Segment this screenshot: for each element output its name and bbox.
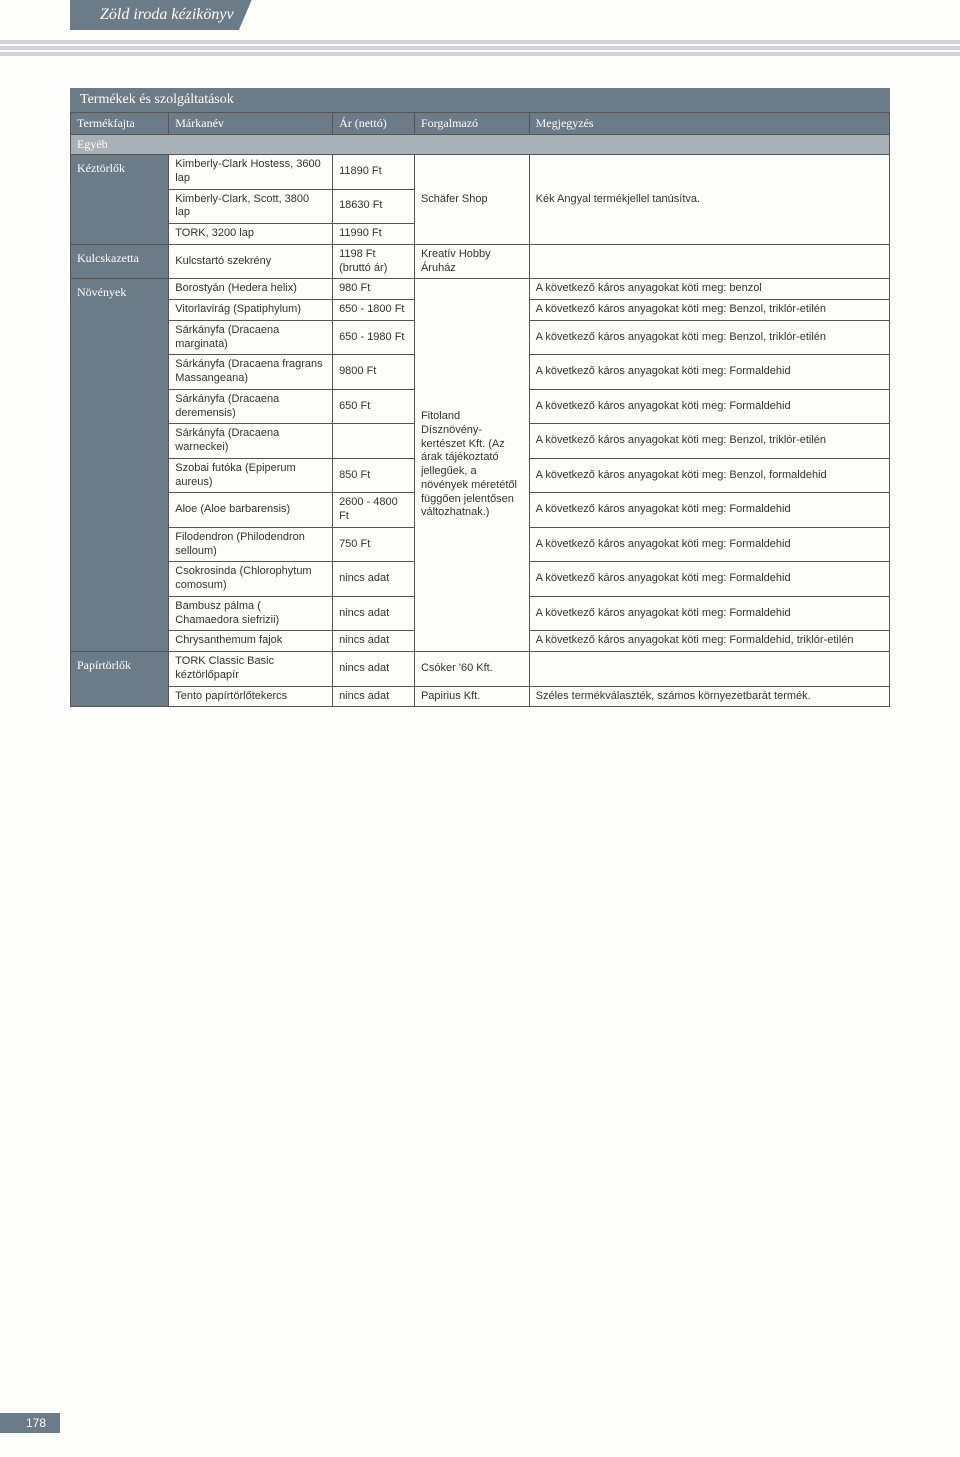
cat-kulcskazetta: Kulcskazetta: [71, 244, 169, 279]
cell-price: 850 Ft: [333, 458, 415, 493]
cell-brand: Kulcstartó szekrény: [169, 244, 333, 279]
cell-price: 1198 Ft (bruttó ár): [333, 244, 415, 279]
page-number: 178: [0, 1413, 60, 1433]
cell-brand: Vitorlavirág (Spatiphylum): [169, 300, 333, 321]
cell-price: nincs adat: [333, 596, 415, 631]
cell-note: A következő káros anyagokat köti meg: Be…: [529, 300, 889, 321]
cell-price: 650 - 1800 Ft: [333, 300, 415, 321]
cell-price: 980 Ft: [333, 279, 415, 300]
cell-brand: Csokrosinda (Chlorophytum comosum): [169, 562, 333, 597]
cell-note: A következő káros anyagokat köti meg: Be…: [529, 424, 889, 459]
cell-dist: Csóker '60 Kft.: [414, 652, 529, 687]
cell-dist: Fitoland Dísznövény-kertészet Kft. (Az á…: [414, 279, 529, 652]
cell-note: Széles termékválaszték, számos környezet…: [529, 686, 889, 707]
cell-brand: Sárkányfa (Dracaena fragrans Massangeana…: [169, 355, 333, 390]
cell-price: nincs adat: [333, 631, 415, 652]
col-termekfajta: Termékfajta: [71, 113, 169, 135]
cat-keztorlok: Kéztörlők: [71, 155, 169, 245]
cell-dist: Schäfer Shop: [414, 155, 529, 245]
cell-note: A következő káros anyagokat köti meg: be…: [529, 279, 889, 300]
cell-price: nincs adat: [333, 652, 415, 687]
cell-price: 11990 Ft: [333, 224, 415, 245]
cell-note: A következő káros anyagokat köti meg: Fo…: [529, 562, 889, 597]
cell-brand: Szobai futóka (Epiperum aureus): [169, 458, 333, 493]
cell-price: 9800 Ft: [333, 355, 415, 390]
header-stripes: [0, 40, 960, 56]
cell-price: 650 - 1980 Ft: [333, 320, 415, 355]
cell-brand: Sárkányfa (Dracaena warneckei): [169, 424, 333, 459]
cell-note: [529, 652, 889, 687]
cell-note: A következő káros anyagokat köti meg: Fo…: [529, 596, 889, 631]
cell-note: A következő káros anyagokat köti meg: Fo…: [529, 355, 889, 390]
cat-novenyek: Növények: [71, 279, 169, 652]
col-ar: Ár (nettó): [333, 113, 415, 135]
cell-brand: Chrysanthemum fajok: [169, 631, 333, 652]
col-forgalmazo: Forgalmazó: [414, 113, 529, 135]
product-table: Termékfajta Márkanév Ár (nettó) Forgalma…: [70, 112, 890, 707]
cell-brand: TORK, 3200 lap: [169, 224, 333, 245]
cell-brand: TORK Classic Basic kéztörlőpapír: [169, 652, 333, 687]
cell-note: Kék Angyal termékjellel tanúsítva.: [529, 155, 889, 245]
cell-price: [333, 424, 415, 459]
cell-dist: Papirius Kft.: [414, 686, 529, 707]
cell-note: A következő káros anyagokat köti meg: Fo…: [529, 493, 889, 528]
cell-brand: Kimberly-Clark Hostess, 3600 lap: [169, 155, 333, 190]
cell-price: 2600 - 4800 Ft: [333, 493, 415, 528]
cell-note: A következő káros anyagokat köti meg: Be…: [529, 458, 889, 493]
table-title: Termékek és szolgáltatások: [70, 88, 890, 112]
cell-brand: Kimberly-Clark, Scott, 3800 lap: [169, 189, 333, 224]
cell-price: 18630 Ft: [333, 189, 415, 224]
cell-note: A következő káros anyagokat köti meg: Fo…: [529, 631, 889, 652]
cell-brand: Borostyán (Hedera helix): [169, 279, 333, 300]
cell-brand: Sárkányfa (Dracaena marginata): [169, 320, 333, 355]
cell-note: A következő káros anyagokat köti meg: Be…: [529, 320, 889, 355]
header-tab: Zöld iroda kézikönyv: [70, 0, 252, 30]
cell-price: 750 Ft: [333, 527, 415, 562]
cell-brand: Tento papírtörlőtekercs: [169, 686, 333, 707]
cell-note: A következő káros anyagokat köti meg: Fo…: [529, 527, 889, 562]
cell-dist: Kreatív Hobby Áruház: [414, 244, 529, 279]
col-markanev: Márkanév: [169, 113, 333, 135]
cat-papirtorlok: Papírtörlők: [71, 652, 169, 707]
cell-brand: Bambusz pálma ( Chamaedora siefrizii): [169, 596, 333, 631]
cell-brand: Aloe (Aloe barbarensis): [169, 493, 333, 528]
cell-price: 11890 Ft: [333, 155, 415, 190]
cell-brand: Sárkányfa (Dracaena deremensis): [169, 389, 333, 424]
cell-price: nincs adat: [333, 562, 415, 597]
section-egyeb: Egyéb: [71, 135, 890, 155]
cell-price: 650 Ft: [333, 389, 415, 424]
cell-note: [529, 244, 889, 279]
cell-note: A következő káros anyagokat köti meg: Fo…: [529, 389, 889, 424]
cell-brand: Filodendron (Philodendron selloum): [169, 527, 333, 562]
col-megjegyzes: Megjegyzés: [529, 113, 889, 135]
cell-price: nincs adat: [333, 686, 415, 707]
